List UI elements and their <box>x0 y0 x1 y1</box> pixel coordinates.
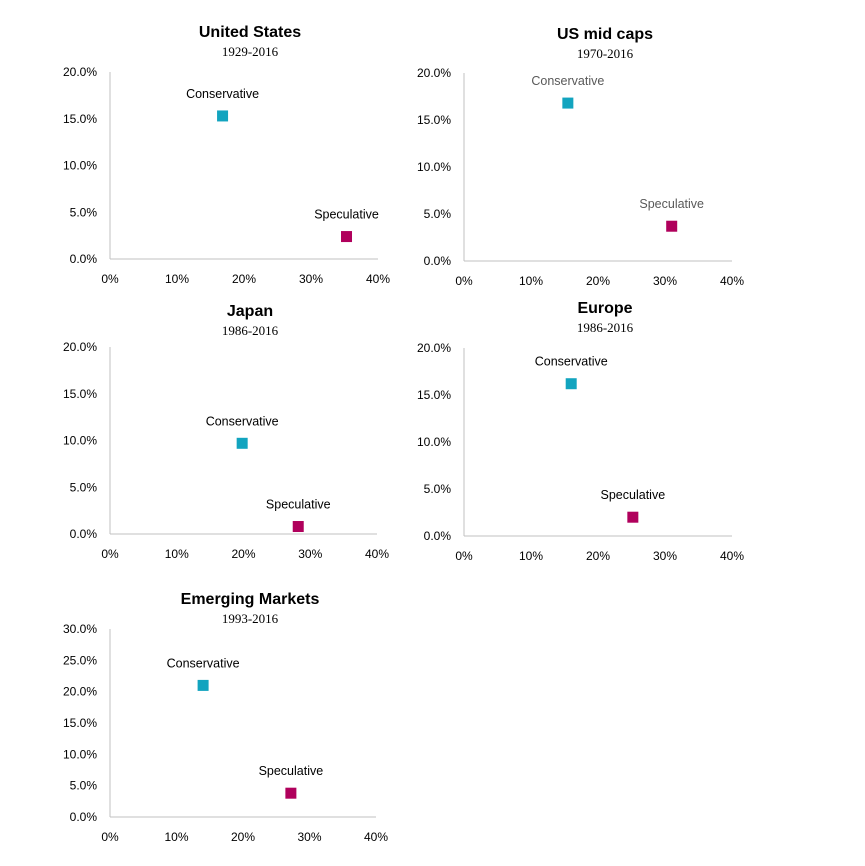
chart-panel: Europe 1986-2016 0.0% 5.0% 10.0% 15.0% 20.0% 0%… <box>417 300 744 563</box>
y-tick-label: 5.0% <box>424 482 452 496</box>
point-label-speculative: Speculative <box>266 498 331 512</box>
chart-panel: Emerging Markets 1993-2016 0.0% 5.0% 10.0% 15… <box>63 591 388 844</box>
point-conservative <box>236 437 248 449</box>
point-speculative <box>666 220 678 232</box>
point-label-conservative: Conservative <box>167 656 240 670</box>
point-conservative <box>562 97 574 109</box>
x-tick-label: 10% <box>165 272 189 286</box>
point-conservative <box>197 679 209 691</box>
chart-title: Europe <box>577 300 632 317</box>
x-tick-label: 30% <box>298 547 322 561</box>
point-speculative <box>292 521 304 533</box>
y-tick-label: 10.0% <box>63 747 97 761</box>
chart-subtitle: 1993-2016 <box>222 611 279 626</box>
y-tick-label: 10.0% <box>417 160 451 174</box>
y-tick-label: 0.0% <box>70 810 98 824</box>
x-tick-label: 0% <box>101 547 119 561</box>
x-tick-label: 0% <box>101 272 119 286</box>
y-tick-label: 0.0% <box>70 252 98 266</box>
point-label-conservative: Conservative <box>531 74 604 88</box>
y-tick-label: 0.0% <box>70 527 98 541</box>
y-tick-label: 15.0% <box>417 388 451 402</box>
y-tick-label: 20.0% <box>63 340 97 354</box>
point-label-conservative: Conservative <box>206 414 279 428</box>
chart-title: US mid caps <box>557 26 653 43</box>
y-tick-label: 20.0% <box>63 685 97 699</box>
chart-panel: US mid caps 1970-2016 0.0% 5.0% 10.0% 15.0% 20… <box>417 26 744 288</box>
point-speculative <box>627 511 639 523</box>
y-tick-label: 20.0% <box>417 341 451 355</box>
x-tick-label: 40% <box>720 549 744 563</box>
point-conservative <box>565 378 577 390</box>
y-tick-label: 15.0% <box>63 112 97 126</box>
y-tick-label: 10.0% <box>417 435 451 449</box>
x-tick-label: 30% <box>653 549 677 563</box>
x-tick-label: 20% <box>231 830 255 844</box>
x-tick-label: 10% <box>519 549 543 563</box>
x-tick-label: 20% <box>231 547 255 561</box>
x-tick-label: 20% <box>586 274 610 288</box>
y-tick-label: 20.0% <box>63 65 97 79</box>
y-tick-label: 5.0% <box>70 480 98 494</box>
x-tick-label: 20% <box>586 549 610 563</box>
chart-title: Emerging Markets <box>181 591 320 608</box>
x-tick-label: 10% <box>164 830 188 844</box>
chart-subtitle: 1986-2016 <box>577 320 634 335</box>
chart-subtitle: 1970-2016 <box>577 46 634 61</box>
x-tick-label: 40% <box>720 274 744 288</box>
x-tick-label: 0% <box>455 549 473 563</box>
y-tick-label: 5.0% <box>70 779 98 793</box>
point-label-speculative: Speculative <box>314 208 379 222</box>
x-tick-label: 10% <box>165 547 189 561</box>
x-tick-label: 40% <box>366 272 390 286</box>
y-tick-label: 0.0% <box>424 254 452 268</box>
x-tick-label: 30% <box>653 274 677 288</box>
x-tick-label: 0% <box>101 830 119 844</box>
y-tick-label: 30.0% <box>63 622 97 636</box>
x-tick-label: 20% <box>232 272 256 286</box>
chart-panel: Japan 1986-2016 0.0% 5.0% 10.0% 15.0% 20.0% 0% 1… <box>63 303 389 561</box>
y-tick-label: 25.0% <box>63 653 97 667</box>
x-tick-label: 40% <box>364 830 388 844</box>
point-label-speculative: Speculative <box>601 488 666 502</box>
point-label-speculative: Speculative <box>259 764 324 778</box>
y-tick-label: 15.0% <box>63 716 97 730</box>
x-tick-label: 30% <box>297 830 321 844</box>
x-tick-label: 40% <box>365 547 389 561</box>
chart-subtitle: 1929-2016 <box>222 44 279 59</box>
y-tick-label: 5.0% <box>70 205 98 219</box>
chart-subtitle: 1986-2016 <box>222 323 279 338</box>
y-tick-label: 10.0% <box>63 434 97 448</box>
chart-panel: United States 1929-2016 0.0% 5.0% 10.0% 15.0%… <box>63 24 390 286</box>
x-tick-label: 0% <box>455 274 473 288</box>
y-tick-label: 20.0% <box>417 66 451 80</box>
x-tick-label: 30% <box>299 272 323 286</box>
point-label-conservative: Conservative <box>535 355 608 369</box>
chart-title: United States <box>199 24 301 41</box>
y-tick-label: 15.0% <box>63 387 97 401</box>
point-speculative <box>285 787 297 799</box>
y-tick-label: 0.0% <box>424 529 452 543</box>
x-tick-label: 10% <box>519 274 543 288</box>
point-label-conservative: Conservative <box>186 87 259 101</box>
y-tick-label: 15.0% <box>417 113 451 127</box>
point-speculative <box>341 231 353 243</box>
point-label-speculative: Speculative <box>639 197 704 211</box>
point-conservative <box>217 110 229 122</box>
chart-title: Japan <box>227 303 273 320</box>
y-tick-label: 10.0% <box>63 159 97 173</box>
y-tick-label: 5.0% <box>424 207 452 221</box>
